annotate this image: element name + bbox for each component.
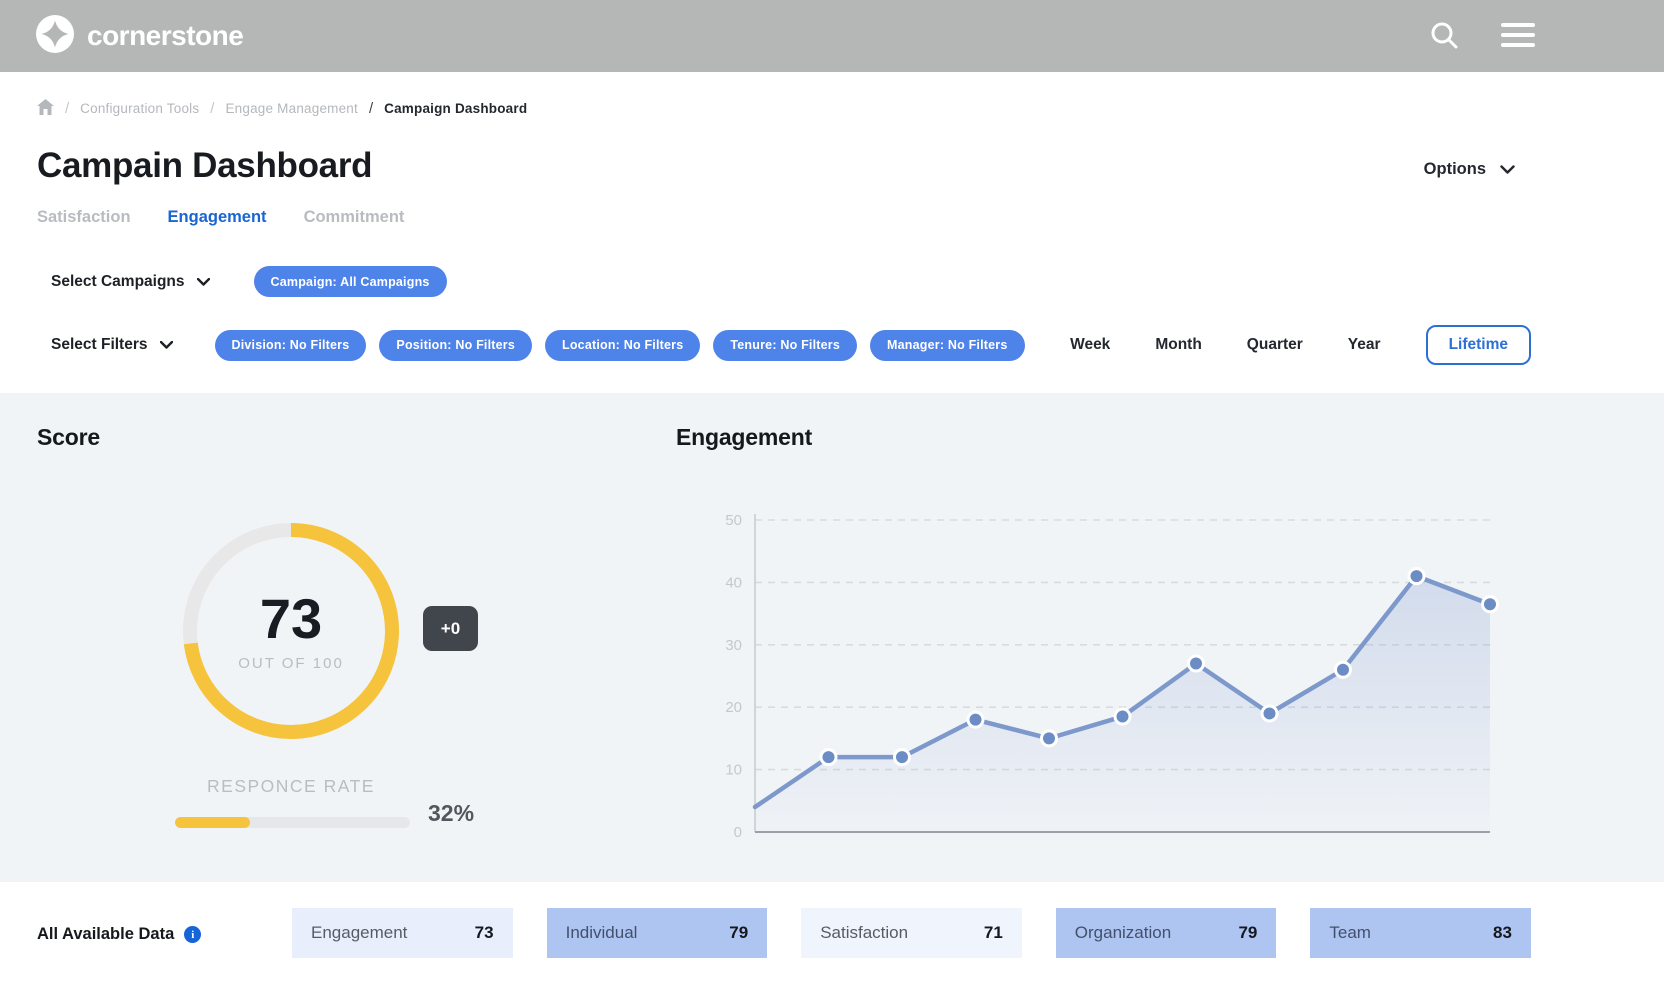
time-range-lifetime[interactable]: Lifetime [1425,325,1531,365]
breadcrumb: / Configuration Tools / Engage Managemen… [37,99,527,118]
options-label: Options [1423,160,1486,178]
breadcrumb-current-page: Campaign Dashboard [384,101,528,116]
filter-chip-list: Division: No Filters Position: No Filter… [214,329,1025,361]
chevron-down-icon [159,336,173,354]
metric-card-satisfaction[interactable]: Satisfaction 71 [801,908,1022,958]
response-rate-fill [175,817,251,828]
time-range-week[interactable]: Week [1070,336,1111,353]
svg-text:0: 0 [734,824,742,841]
select-filters-dropdown[interactable]: Select Filters [51,336,173,354]
time-range-year[interactable]: Year [1347,336,1381,353]
score-delta-badge: +0 [423,606,478,651]
chevron-down-icon [196,273,210,291]
time-range-selector: Week Month Quarter Year Lifetime [1070,325,1531,365]
breadcrumb-separator: / [210,100,215,117]
search-icon [1428,19,1460,54]
metric-card-organization[interactable]: Organization 79 [1055,908,1277,958]
metric-card-list: Engagement 73 Individual 79 Satisfaction… [292,908,1531,958]
select-campaigns-label: Select Campaigns [51,272,185,290]
filter-chip-tenure[interactable]: Tenure: No Filters [713,329,858,361]
brand-logo[interactable]: cornerstone [36,14,244,58]
metric-card-team[interactable]: Team 83 [1310,908,1531,958]
engagement-line-chart: 0 10 20 30 40 50 [725,512,1499,841]
svg-text:30: 30 [725,637,742,654]
metric-card-engagement[interactable]: Engagement 73 [292,908,513,958]
options-dropdown[interactable]: Options [1424,160,1515,179]
menu-button[interactable] [1500,22,1536,51]
home-icon[interactable] [37,99,54,118]
campaign-select-row: Select Campaigns Campaign: All Campaigns [51,266,447,297]
campaign-filter-chip[interactable]: Campaign: All Campaigns [253,266,447,297]
breadcrumb-separator: / [368,100,374,117]
select-filters-label: Select Filters [51,336,148,353]
response-rate-value: 32% [428,800,475,826]
menu-icon [1500,22,1536,51]
all-available-data-label: All Available Data [37,925,175,943]
filter-chip-division[interactable]: Division: No Filters [214,329,367,361]
filter-chip-position[interactable]: Position: No Filters [379,329,532,361]
response-rate-label: RESPONCE RATE [207,776,375,796]
bottom-summary-strip: All Available Data i Engagement 73 Indiv… [0,882,1664,1006]
tab-satisfaction[interactable]: Satisfaction [37,208,131,226]
filter-chip-manager[interactable]: Manager: No Filters [870,329,1025,361]
select-campaigns-dropdown[interactable]: Select Campaigns [51,273,210,291]
logo-sparkle-icon [36,14,74,58]
filter-chip-location[interactable]: Location: No Filters [545,329,701,361]
filters-row: Select Filters Division: No Filters Posi… [51,325,1531,365]
metric-card-individual[interactable]: Individual 79 [546,908,768,958]
top-navigation-bar: cornerstone [0,0,1664,72]
breadcrumb-separator: / [65,100,70,117]
score-heading: Score [37,424,100,450]
page-title: Campain Dashboard [37,146,373,185]
svg-text:10: 10 [725,762,742,779]
svg-text:40: 40 [725,574,742,591]
svg-text:50: 50 [725,512,742,529]
tab-engagement[interactable]: Engagement [167,208,267,226]
info-icon[interactable]: i [184,926,202,943]
score-out-of-label: OUT OF 100 [238,654,344,672]
dashboard-panel: Score 73 OUT OF 100 +0 RESPONCE RATE 32%… [0,393,1664,882]
breadcrumb-engage-management[interactable]: Engage Management [225,101,358,116]
search-button[interactable] [1428,19,1460,54]
chevron-down-icon [1500,161,1515,179]
time-range-quarter[interactable]: Quarter [1246,336,1303,353]
time-range-month[interactable]: Month [1155,336,1202,353]
svg-text:20: 20 [725,699,742,716]
response-rate-progressbar [175,817,410,828]
tab-commitment[interactable]: Commitment [303,208,405,226]
dashboard-tabs: Satisfaction Engagement Commitment [37,208,404,227]
brand-wordmark: cornerstone [87,20,244,51]
engagement-chart-heading: Engagement [676,424,813,450]
score-value: 73 [259,586,323,650]
score-donut-chart: 73 OUT OF 100 [176,516,406,746]
breadcrumb-configuration-tools[interactable]: Configuration Tools [80,101,200,116]
